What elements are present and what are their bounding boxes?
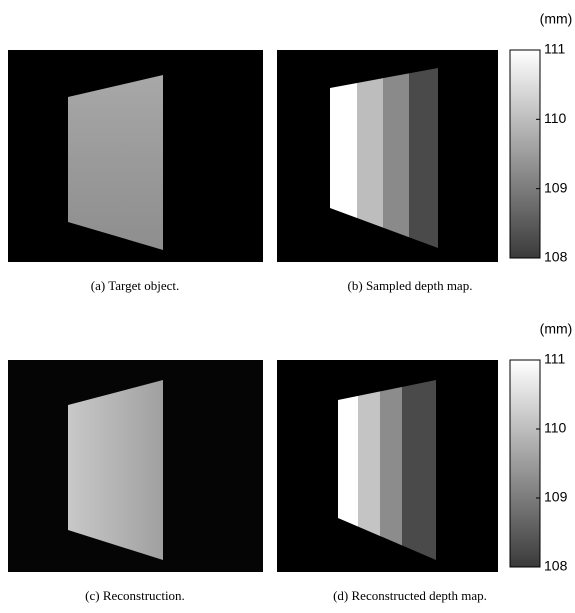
depth-stripes [338,380,436,560]
tick-label: 111 [544,351,565,367]
colorbar [509,49,541,259]
depth-stripes [330,68,438,248]
tick-label: 109 [544,489,568,505]
tick-label: 108 [544,558,568,574]
caption: (b) Sampled depth map. [348,278,473,293]
object [68,380,163,560]
colorbar [509,359,541,568]
tick-label: 111 [544,41,565,57]
caption: (d) Reconstructed depth map. [333,588,487,603]
caption: (a) Target object. [91,278,180,293]
tick-label: 110 [544,110,567,126]
object [68,75,163,250]
caption: (c) Reconstruction. [85,588,185,603]
tick-label: 108 [544,249,568,265]
tick-label: 109 [544,179,568,195]
tick-label: 110 [544,420,567,436]
colorbar-unit: (mm) [540,321,573,337]
colorbar-unit: (mm) [540,11,573,27]
